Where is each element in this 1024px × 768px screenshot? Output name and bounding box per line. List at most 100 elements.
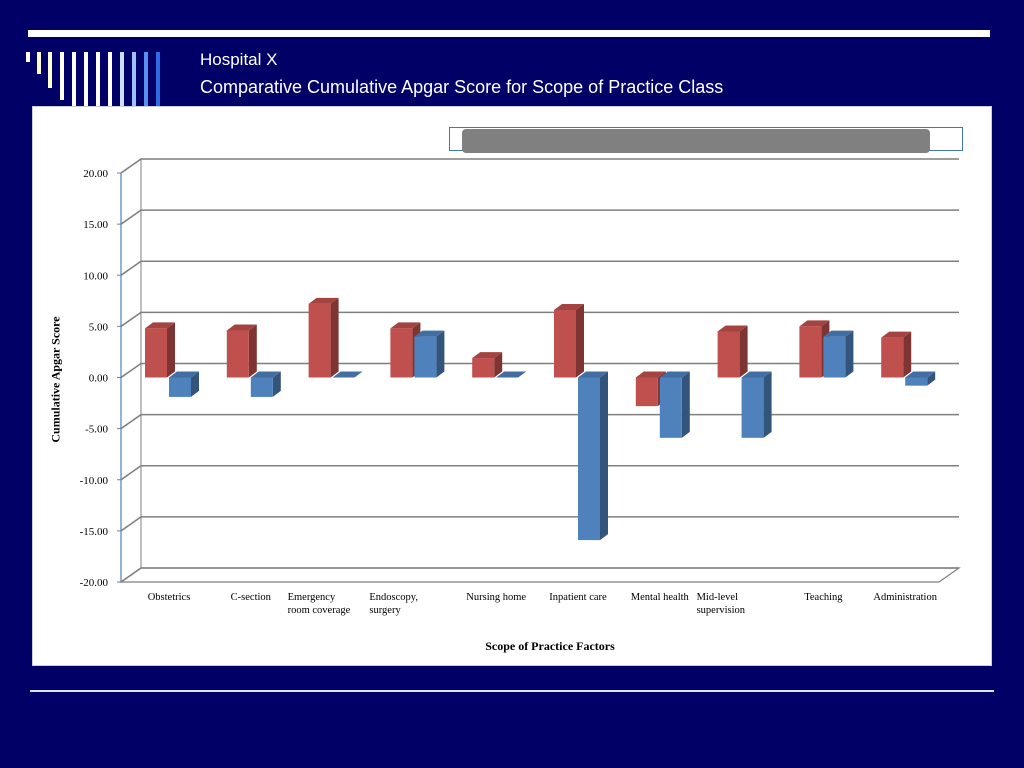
gridline — [120, 567, 959, 583]
gridline — [120, 464, 959, 481]
bar — [145, 328, 167, 378]
floor — [119, 567, 961, 583]
bar — [169, 377, 191, 397]
y-tick-label: 15.00 — [83, 219, 108, 231]
gridline — [120, 158, 959, 174]
bar — [226, 330, 249, 378]
y-tick-label: 10.00 — [83, 270, 108, 282]
bar-top — [717, 325, 748, 332]
y-tick-label: -15.00 — [80, 526, 109, 538]
gridline — [120, 311, 959, 328]
bar-side — [681, 371, 690, 438]
bar-side — [927, 371, 936, 386]
bar — [905, 377, 928, 386]
x-tick-label-line: Endoscopy, — [369, 592, 418, 603]
bar — [250, 377, 273, 397]
bar-side — [248, 324, 257, 378]
x-tick-label-line: Emergency — [288, 592, 336, 603]
y-tick-label: 20.00 — [83, 168, 108, 180]
bar-side — [272, 371, 281, 397]
bar — [659, 377, 682, 438]
gridline — [120, 209, 959, 225]
x-tick-label: Nursing home — [466, 592, 526, 603]
bar-side — [739, 325, 748, 378]
gridline — [120, 260, 959, 276]
slide-title-line2: Comparative Cumulative Apgar Score for S… — [200, 77, 724, 97]
bar-side — [191, 371, 199, 397]
bar-top — [741, 371, 772, 378]
decorative-stripes — [26, 52, 160, 106]
bar-side — [494, 352, 503, 378]
bar-side — [845, 330, 854, 378]
bar — [717, 331, 740, 378]
bar-side — [167, 322, 175, 378]
x-tick-label-line: Teaching — [804, 592, 843, 603]
bar-side — [436, 330, 445, 378]
x-tick-label-line: supervision — [697, 605, 746, 616]
x-tick-label: Mental health — [631, 592, 690, 603]
gridline — [120, 362, 959, 379]
bar-top — [308, 297, 339, 304]
bar — [414, 336, 437, 378]
x-tick-label-line: Administration — [873, 592, 937, 603]
slide-title-line1: Hospital X — [200, 50, 278, 69]
x-tick-label: Endoscopy, surgery — [369, 592, 418, 616]
x-tick-label-line: Mental health — [631, 592, 690, 603]
y-tick-label: 0.00 — [89, 373, 109, 385]
bar-side — [330, 297, 339, 378]
bar — [308, 303, 331, 378]
bottom-rule — [30, 690, 994, 692]
bar-top — [169, 371, 199, 378]
y-tick-label: 5.00 — [89, 321, 109, 333]
bar-top — [905, 371, 936, 378]
bar — [741, 377, 764, 438]
bar-top — [578, 371, 608, 378]
bar-top — [659, 371, 690, 378]
bar-top — [226, 324, 257, 331]
bar-top — [881, 331, 912, 338]
bar — [578, 377, 600, 541]
bar — [799, 326, 822, 378]
bar-top — [472, 352, 503, 359]
bar-top — [145, 322, 175, 329]
bar — [823, 336, 846, 378]
x-tick-label: Emergency room coverage — [288, 592, 351, 616]
y-tick-label: -5.00 — [85, 424, 108, 436]
bar-side — [576, 304, 584, 378]
bar-top — [414, 330, 445, 337]
x-axis-label: Scope of Practice Factors — [485, 639, 615, 653]
y-axis-label: Cumulative Apgar Score — [48, 316, 63, 443]
x-tick-label: C-section — [231, 592, 272, 603]
x-tick-label-line: Inpatient care — [549, 592, 607, 603]
gridline — [120, 516, 959, 532]
bar — [472, 358, 495, 378]
x-tick-label-line: C-section — [231, 592, 272, 603]
x-tick-label: Teaching — [804, 592, 843, 603]
x-tick-label-line: Nursing home — [466, 592, 526, 603]
x-tick-label-line: surgery — [369, 605, 401, 616]
bar-top — [799, 320, 830, 327]
bar — [635, 377, 658, 407]
bar-side — [903, 331, 912, 378]
x-tick-label-line: Obstetrics — [148, 592, 191, 603]
x-tick-label: Administration — [873, 592, 937, 603]
x-tick-label-line: Mid-level — [697, 592, 738, 603]
y-tick-label: -10.00 — [80, 475, 109, 487]
x-tick-label: Inpatient care — [549, 592, 607, 603]
chart-panel: 20.00 15.00 10.00 5.00 0.00 -5.00 -10.00 -15.00… — [32, 106, 992, 666]
chart-legend — [449, 127, 963, 153]
bar-top — [496, 371, 527, 378]
y-tick-label: -20.00 — [80, 577, 109, 589]
legend-redaction-block — [462, 129, 930, 153]
gridline — [120, 413, 959, 430]
x-tick-label: Mid-level supervision — [697, 592, 746, 616]
bar-top — [823, 330, 854, 337]
x-tick-label: Obstetrics — [148, 592, 191, 603]
bar-top — [390, 322, 421, 329]
top-rule — [28, 30, 990, 37]
bar — [390, 328, 413, 378]
bar-side — [763, 371, 772, 438]
bar-top — [332, 371, 363, 378]
bar — [554, 310, 576, 378]
bar-top — [635, 371, 666, 378]
